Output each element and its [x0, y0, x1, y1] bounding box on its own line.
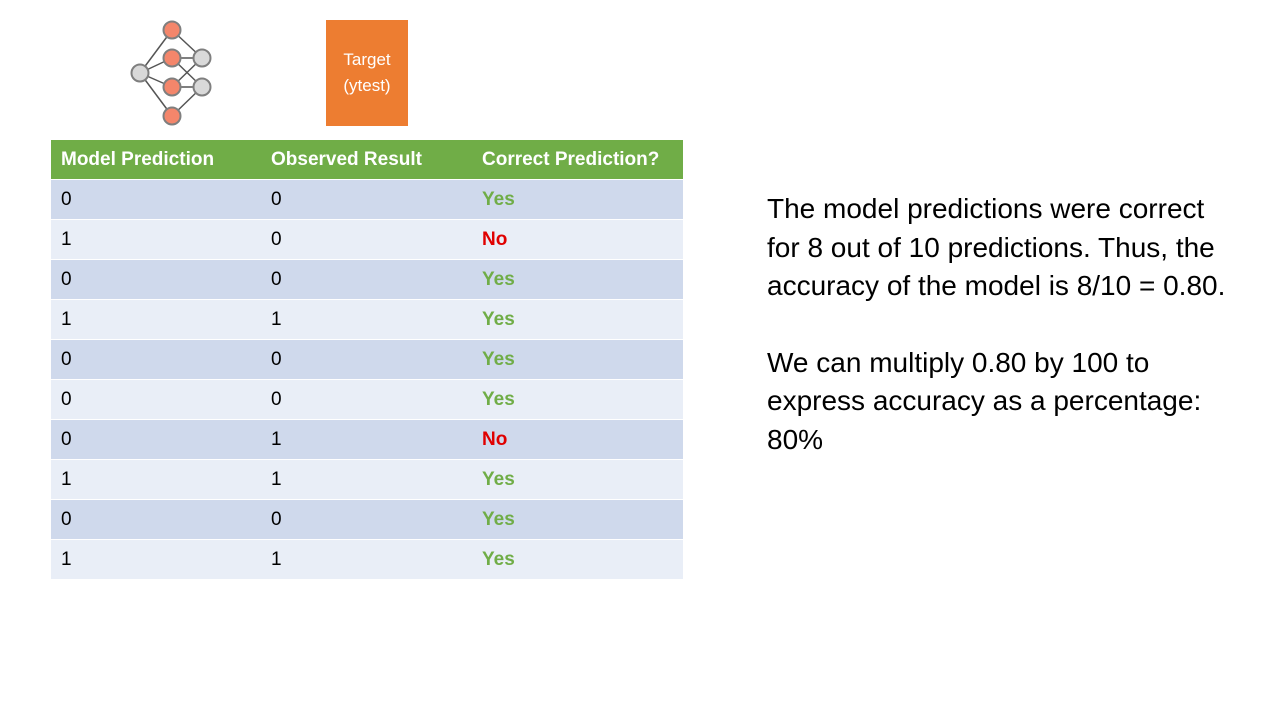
model-prediction-cell: 1 — [51, 299, 261, 340]
table-row: 0 0 Yes — [51, 379, 683, 420]
results-table: Model Prediction Observed Result Correct… — [51, 140, 683, 579]
table-row: 0 0 Yes — [51, 499, 683, 540]
correct-prediction-cell: Yes — [472, 459, 683, 500]
observed-result-cell: 0 — [261, 219, 472, 260]
observed-result-cell: 0 — [261, 339, 472, 380]
correct-prediction-cell: Yes — [472, 259, 683, 300]
correct-prediction-cell: Yes — [472, 379, 683, 420]
table-row: 1 1 Yes — [51, 459, 683, 500]
accuracy-explanation: The model predictions were correct for 8… — [767, 193, 1226, 301]
percentage-explanation: We can multiply 0.80 by 100 to express a… — [767, 346, 1202, 455]
model-prediction-cell: 0 — [51, 339, 261, 380]
table-row: 0 0 Yes — [51, 259, 683, 300]
model-prediction-cell: 1 — [51, 219, 261, 260]
observed-result-cell: 1 — [261, 539, 472, 579]
table-row: 1 0 No — [51, 219, 683, 260]
target-box: Target (ytest) — [326, 20, 408, 126]
model-prediction-cell: 0 — [51, 259, 261, 300]
explanation-text: The model predictions were correct for 8… — [767, 190, 1237, 459]
model-prediction-cell: 0 — [51, 379, 261, 420]
header-observed-result: Observed Result — [261, 140, 472, 180]
model-prediction-cell: 1 — [51, 539, 261, 579]
correct-prediction-cell: No — [472, 219, 683, 260]
correct-prediction-cell: Yes — [472, 539, 683, 579]
table-row: 1 1 Yes — [51, 299, 683, 340]
observed-result-cell: 1 — [261, 459, 472, 500]
model-prediction-cell: 0 — [51, 419, 261, 460]
observed-result-cell: 0 — [261, 499, 472, 540]
model-prediction-cell: 0 — [51, 179, 261, 220]
correct-prediction-cell: Yes — [472, 299, 683, 340]
table-row: 0 1 No — [51, 419, 683, 460]
target-label: Target — [343, 50, 391, 69]
correct-prediction-cell: Yes — [472, 339, 683, 380]
correct-prediction-cell: Yes — [472, 499, 683, 540]
header-correct-prediction: Correct Prediction? — [472, 140, 683, 180]
target-sublabel: (ytest) — [343, 76, 391, 95]
table-row: 0 0 Yes — [51, 179, 683, 220]
neural-network-icon — [126, 16, 218, 130]
model-prediction-cell: 1 — [51, 459, 261, 500]
correct-prediction-cell: No — [472, 419, 683, 460]
table-header-row: Model Prediction Observed Result Correct… — [51, 140, 683, 180]
observed-result-cell: 0 — [261, 179, 472, 220]
observed-result-cell: 0 — [261, 379, 472, 420]
observed-result-cell: 0 — [261, 259, 472, 300]
observed-result-cell: 1 — [261, 299, 472, 340]
observed-result-cell: 1 — [261, 419, 472, 460]
table-row: 0 0 Yes — [51, 339, 683, 380]
table-row: 1 1 Yes — [51, 539, 683, 579]
model-prediction-cell: 0 — [51, 499, 261, 540]
correct-prediction-cell: Yes — [472, 179, 683, 220]
header-model-prediction: Model Prediction — [51, 140, 261, 180]
